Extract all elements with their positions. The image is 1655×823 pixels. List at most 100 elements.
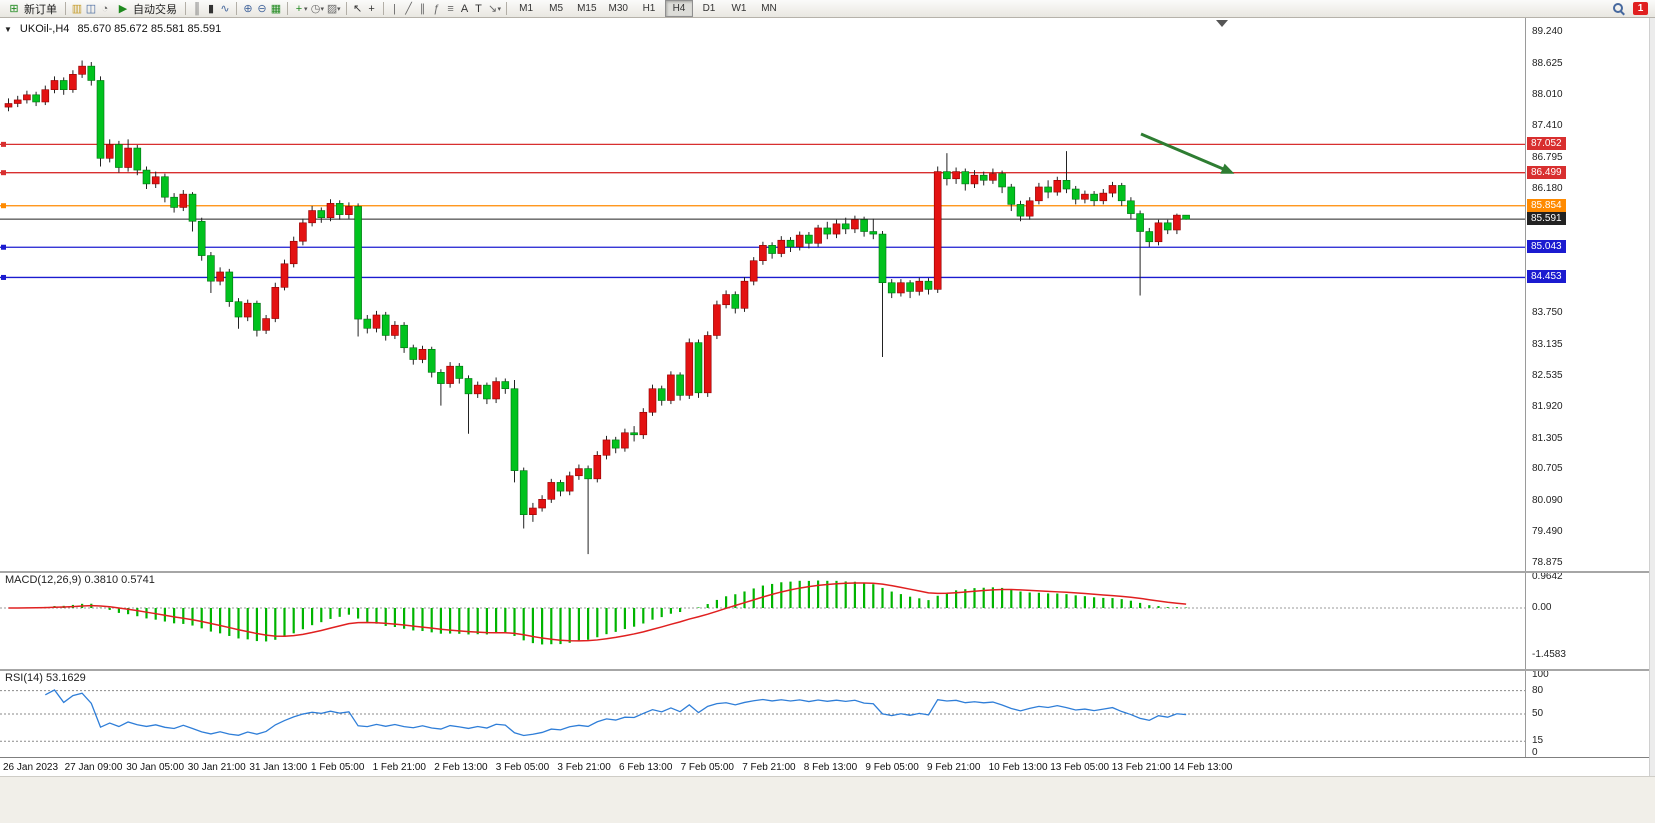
level-price-badge: 85.854 [1527, 198, 1566, 212]
price-axis-label: 86.795 [1532, 151, 1563, 163]
arrows-icon[interactable]: ↘ [487, 2, 498, 15]
notification-badge[interactable]: 1 [1633, 2, 1648, 15]
price-axis-label: 83.135 [1532, 338, 1563, 350]
channel-icon[interactable]: ∥ [419, 2, 426, 15]
timeframe-button-H1[interactable]: H1 [642, 3, 656, 14]
timeframe-button-D1[interactable]: D1 [702, 3, 716, 14]
price-axis-label: 88.625 [1532, 57, 1563, 69]
rsi-axis-label: 50 [1532, 708, 1544, 719]
price-axis-label: 89.240 [1532, 26, 1563, 38]
macd-chart [0, 580, 1525, 645]
macd-axis-label: -1.4583 [1532, 649, 1566, 660]
bars-chart-icon[interactable]: ║ [193, 2, 201, 15]
rsi-panel[interactable]: RSI(14) 53.1629 [0, 671, 1525, 757]
timeframe-button-M1[interactable]: M1 [519, 3, 534, 14]
toolbar-separator [382, 2, 384, 15]
arrows-caret-icon[interactable]: ▾ [497, 5, 502, 13]
time-axis-label: 30 Jan 05:00 [126, 762, 185, 773]
chart-shift-marker[interactable] [1216, 20, 1228, 27]
timeframe-toolbar: M1 M5 M15 M30 H1 H4 D1 W1 MN [511, 0, 784, 17]
timeframe-button-W1[interactable]: W1 [731, 3, 747, 14]
timeframe-button-MN[interactable]: MN [761, 3, 777, 14]
zoom-out-icon[interactable]: ⊖ [257, 2, 267, 15]
trendline-icon[interactable]: ╱ [405, 2, 412, 15]
templates-icon[interactable]: ▨ [326, 2, 338, 15]
time-axis-label: 30 Jan 21:00 [187, 762, 246, 773]
auto-trading-icon: ▶ [118, 2, 128, 15]
one-click-trading-icon[interactable]: ▼ [4, 24, 12, 34]
window-edge [1649, 18, 1655, 776]
horizontal-levels-icon[interactable]: ≡ [447, 2, 454, 15]
price-axis-label: 87.410 [1532, 120, 1563, 132]
auto-trading-button[interactable]: ▶ 自动交易 [112, 1, 181, 17]
support-price-badge: 85.043 [1527, 240, 1566, 254]
market-watch-icon[interactable]: ◔ [101, 2, 109, 15]
line-chart-icon[interactable]: ∿ [220, 2, 230, 15]
price-axis-label: 86.180 [1532, 183, 1563, 195]
label-icon[interactable]: T [475, 2, 482, 15]
zoom-in-icon[interactable]: ⊕ [243, 2, 253, 15]
time-axis-label: 3 Feb 21:00 [557, 762, 611, 773]
price-chart-panel[interactable]: ▼ UKOil-,H4 85.670 85.672 85.581 85.591 [0, 18, 1525, 571]
toolbar-separator [236, 2, 237, 15]
time-axis-label: 6 Feb 13:00 [619, 762, 673, 773]
price-axis-label: 80.705 [1532, 463, 1563, 475]
main-toolbar: ⊞ 新订单 ▥ ◫ ◔ ▶ 自动交易 ║ ▮ ∿ ⊕ ⊖ ▦ + ▾ ◷ ▾ ▨… [0, 0, 1655, 18]
panel-divider[interactable] [0, 669, 1655, 671]
search-icon[interactable] [1612, 2, 1625, 15]
symbol-period-label: UKOil-,H4 [19, 23, 70, 35]
support-price-badge: 84.453 [1527, 270, 1566, 284]
candlestick-chart-icon[interactable]: ▮ [207, 2, 215, 15]
indicators-caret-icon[interactable]: ▾ [304, 5, 308, 13]
new-order-label: 新订单 [24, 3, 57, 16]
indicators-icon[interactable]: + [295, 2, 303, 15]
timeframe-button-H4[interactable]: H4 [664, 0, 693, 17]
tile-windows-icon[interactable]: ▦ [270, 2, 282, 15]
price-axis[interactable]: 89.240 88.625 88.010 87.410 86.795 86.180 83.7… [1525, 18, 1655, 776]
macd-axis-label: 0.00 [1532, 602, 1552, 613]
rsi-axis-label: 80 [1532, 684, 1544, 696]
rsi-axis-label: 0 [1532, 747, 1538, 758]
vertical-line-icon[interactable]: | [393, 2, 396, 15]
periods-caret-icon[interactable]: ▾ [320, 5, 325, 13]
trend-arrow-annotation[interactable] [1140, 132, 1235, 174]
chart-header: ▼ UKOil-,H4 85.670 85.672 85.581 85.591 [4, 23, 221, 35]
timeframe-button-M30[interactable]: M30 [608, 3, 628, 14]
rsi-axis-label: 15 [1532, 735, 1544, 747]
price-axis-label: 79.490 [1532, 525, 1563, 537]
text-icon[interactable]: A [460, 2, 469, 15]
current-price-badge: 85.591 [1527, 212, 1566, 226]
new-order-button[interactable]: ⊞ 新订单 [3, 1, 61, 17]
macd-histogram [16, 580, 1188, 645]
candlestick-chart [0, 20, 1525, 555]
price-axis-label: 80.090 [1532, 494, 1563, 506]
time-axis-label: 3 Feb 05:00 [495, 762, 550, 773]
crosshair-icon[interactable]: + [368, 2, 375, 15]
periods-icon[interactable]: ◷ [310, 2, 321, 15]
time-axis-label: 10 Feb 13:00 [988, 762, 1048, 773]
panel-divider[interactable] [0, 571, 1655, 573]
time-axis-label: 9 Feb 21:00 [927, 762, 981, 773]
price-axis-label: 88.010 [1532, 89, 1563, 101]
charts-icon[interactable]: ▥ [71, 2, 83, 15]
cursor-icon[interactable]: ↖ [352, 2, 363, 15]
time-axis[interactable]: 26 Jan 2023 27 Jan 09:00 30 Jan 05:00 30 Ja… [0, 757, 1655, 776]
macd-axis-label: 0.9642 [1532, 571, 1563, 582]
rsi-label: RSI(14) 53.1629 [5, 672, 86, 684]
toolbar-separator [185, 2, 186, 15]
fibonacci-icon[interactable]: ƒ [433, 2, 440, 15]
time-axis-label: 7 Feb 05:00 [680, 762, 734, 773]
time-axis-label: 1 Feb 05:00 [311, 762, 365, 773]
profiles-icon[interactable]: ◫ [85, 2, 97, 15]
toolbar-separator [287, 2, 288, 15]
toolbar-separator [65, 2, 66, 15]
timeframe-button-M15[interactable]: M15 [577, 3, 597, 14]
macd-panel[interactable]: MACD(12,26,9) 0.3810 0.5741 [0, 573, 1525, 669]
candles-layer [4, 60, 1190, 555]
templates-caret-icon[interactable]: ▾ [337, 5, 341, 13]
time-axis-label: 31 Jan 13:00 [249, 762, 308, 773]
timeframe-button-M5[interactable]: M5 [549, 3, 564, 14]
time-axis-label: 27 Jan 09:00 [64, 762, 123, 773]
time-axis-label: 26 Jan 2023 [3, 762, 59, 773]
